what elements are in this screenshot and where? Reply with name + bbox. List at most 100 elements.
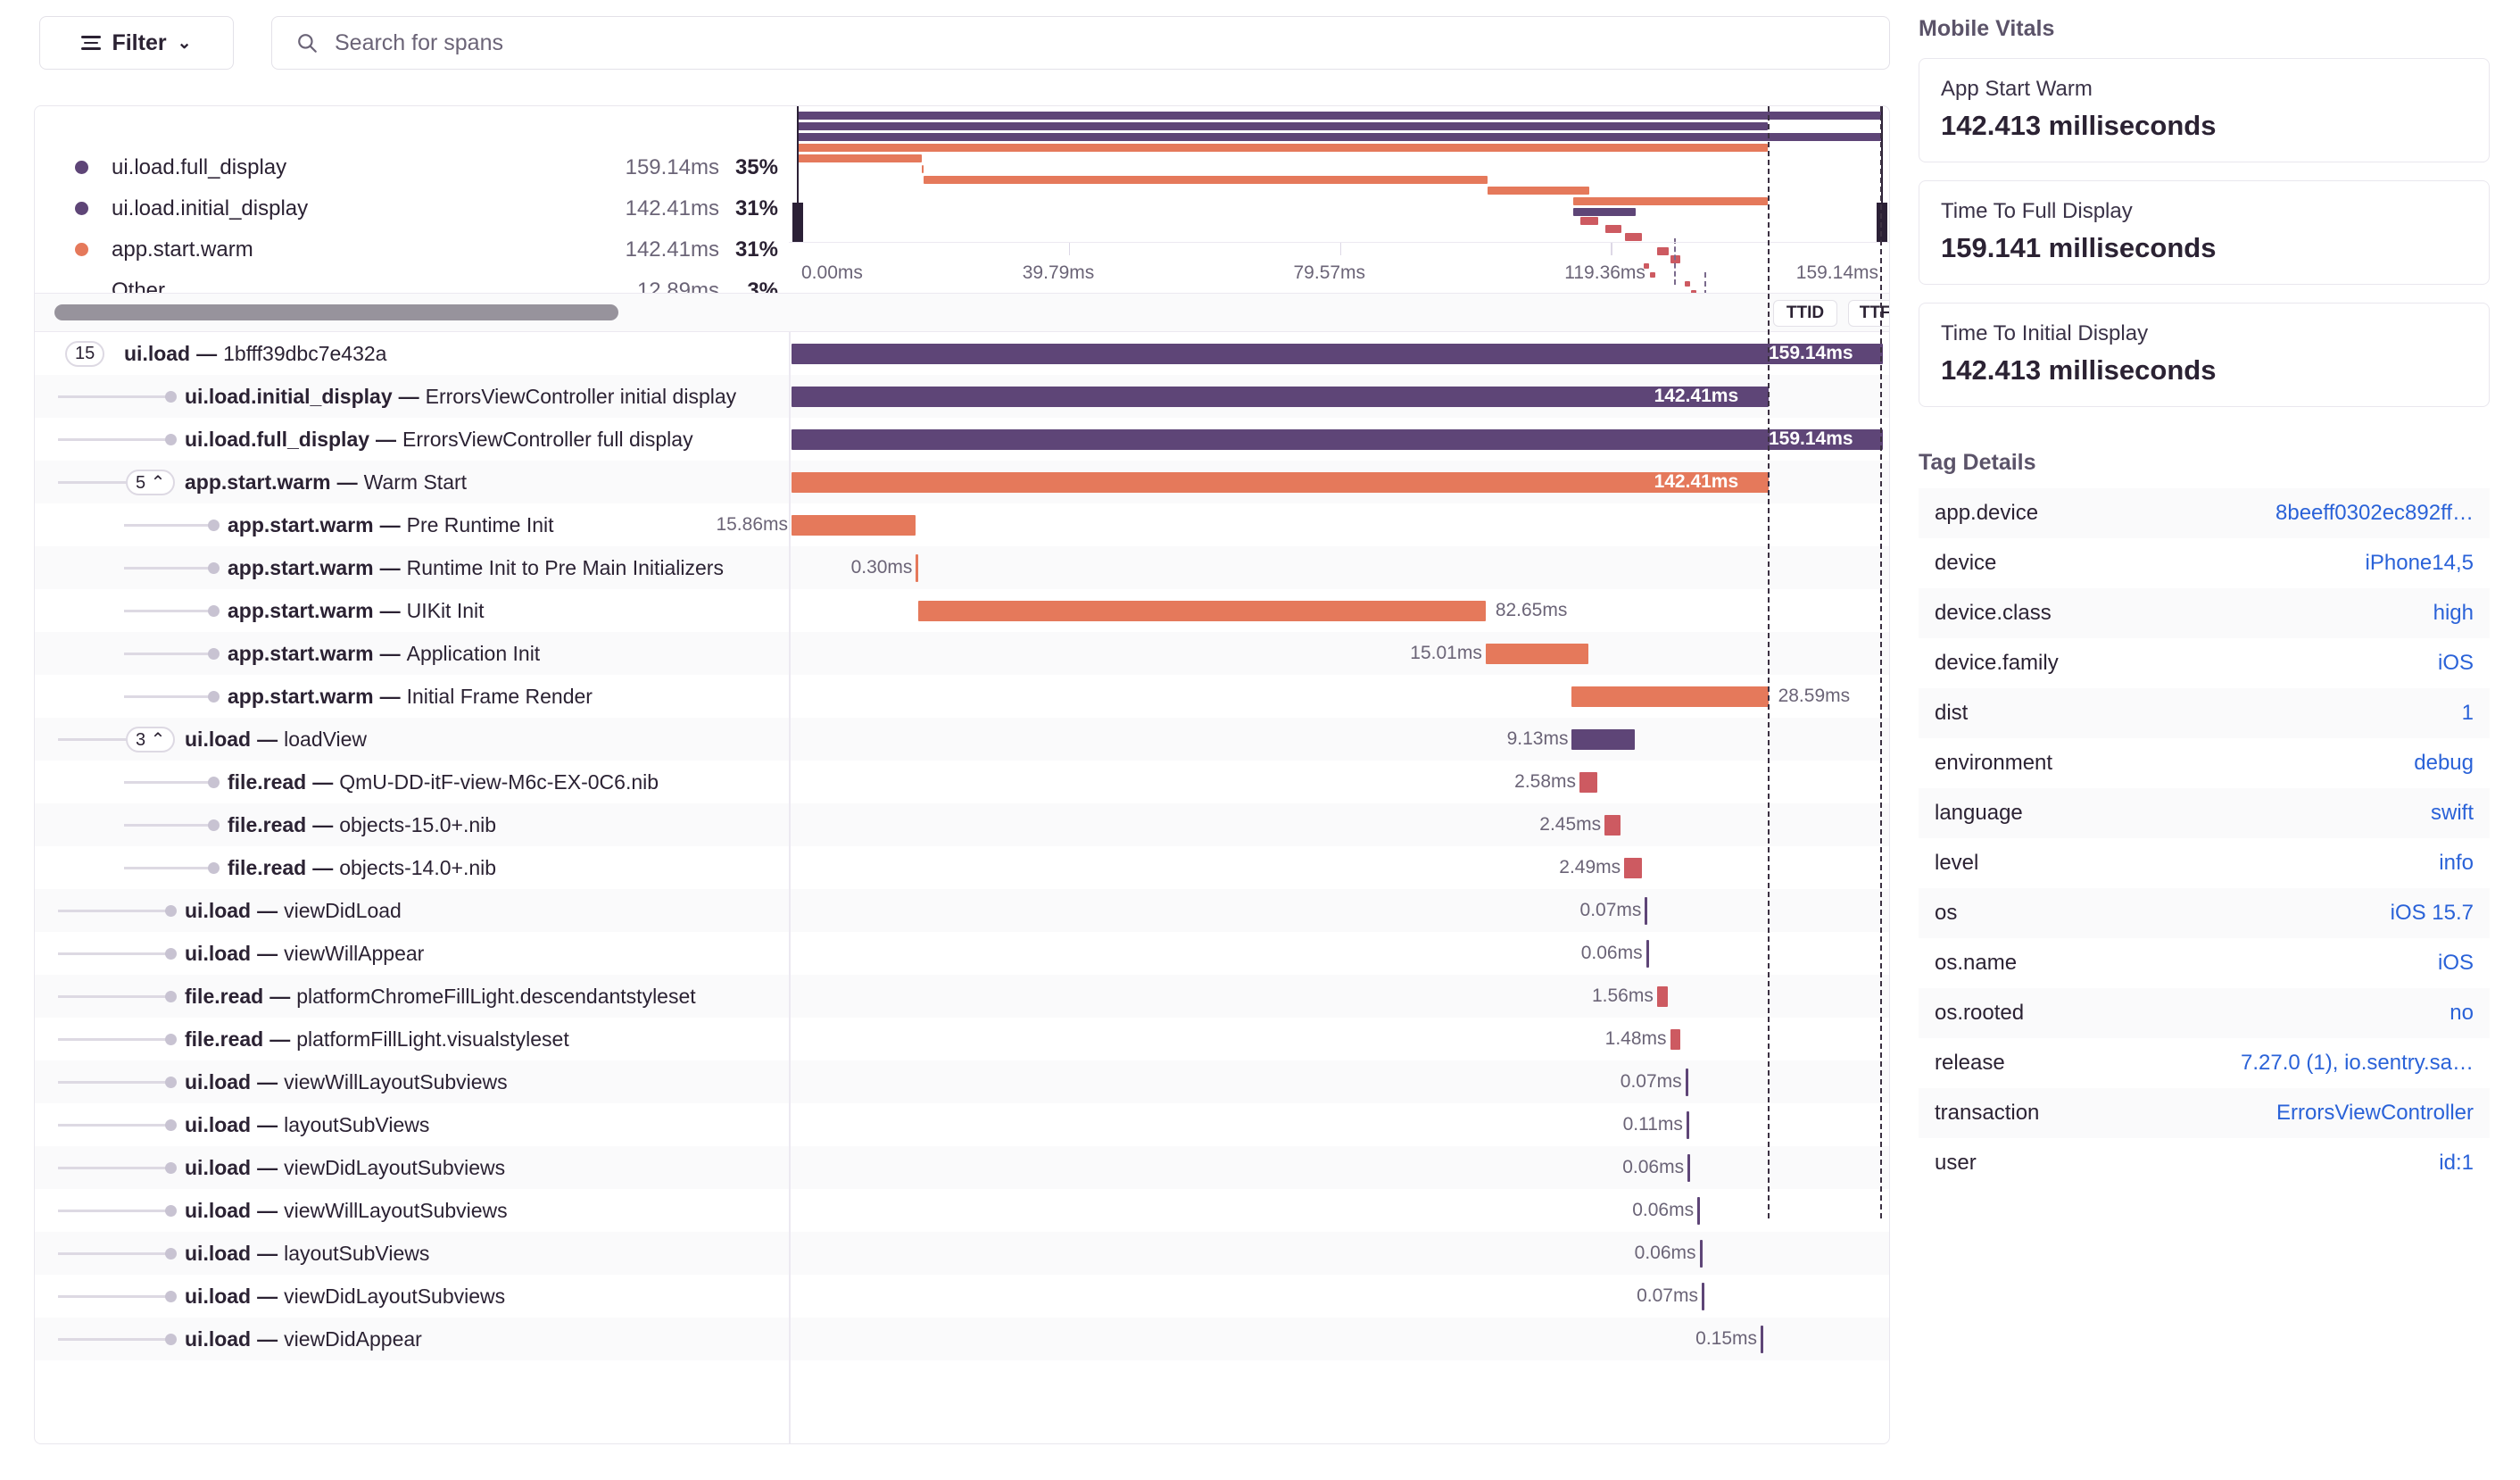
span-duration-bar[interactable] xyxy=(916,554,919,582)
tag-value[interactable]: swift xyxy=(2431,801,2474,825)
span-row[interactable]: ui.load — viewWillLayoutSubviews 0.06ms xyxy=(35,1189,1889,1232)
span-duration-bar[interactable] xyxy=(1579,772,1597,793)
span-duration-bar[interactable] xyxy=(1624,858,1642,878)
span-row-bar-cell[interactable]: 2.49ms xyxy=(789,846,1889,889)
span-row-bar-cell[interactable]: 0.06ms xyxy=(789,932,1889,975)
span-row[interactable]: ui.load.initial_display — ErrorsViewContro… xyxy=(35,375,1889,418)
span-row-bar-cell[interactable]: 1.56ms xyxy=(789,975,1889,1018)
span-row[interactable]: app.start.warm — Application Init 15.01ms xyxy=(35,632,1889,675)
span-duration-bar[interactable] xyxy=(1656,986,1669,1007)
span-row-bar-cell[interactable]: 2.58ms xyxy=(789,761,1889,803)
span-row-label-cell[interactable]: 15 ui.load —1bfff39dbc7e432a xyxy=(35,332,789,375)
span-row-label-cell[interactable]: file.read — platformFillLight.visualstyles… xyxy=(35,1018,789,1060)
span-row[interactable]: ui.load — viewDidLayoutSubviews 0.07ms xyxy=(35,1275,1889,1318)
span-row[interactable]: ui.load — viewDidLoad 0.07ms xyxy=(35,889,1889,932)
span-row[interactable]: file.read — objects-14.0+.nib 2.49ms xyxy=(35,846,1889,889)
span-row[interactable]: ui.load — viewWillAppear 0.06ms xyxy=(35,932,1889,975)
ttid-marker-badge[interactable]: TTID xyxy=(1773,300,1837,327)
span-row[interactable]: 15 ui.load —1bfff39dbc7e432a 159.14ms xyxy=(35,332,1889,375)
span-row[interactable]: file.read — objects-15.0+.nib 2.45ms xyxy=(35,803,1889,846)
ttfd-marker-badge[interactable]: TTFD xyxy=(1848,300,1889,327)
span-row-bar-cell[interactable]: 0.30ms xyxy=(789,546,1889,589)
tag-value[interactable]: 8beeff0302ec892ff… xyxy=(2275,501,2474,525)
span-row[interactable]: file.read — QmU-DD-itF-view-M6c-EX-0C6.nib… xyxy=(35,761,1889,803)
span-row-label-cell[interactable]: 3 ⌃ ui.load — loadView xyxy=(35,718,789,761)
span-row-label-cell[interactable]: ui.load — layoutSubViews xyxy=(35,1232,789,1275)
span-duration-bar[interactable] xyxy=(917,601,1486,621)
span-row-label-cell[interactable]: ui.load — viewDidAppear xyxy=(35,1318,789,1360)
span-duration-bar[interactable] xyxy=(792,344,1883,364)
tag-value[interactable]: 1 xyxy=(2461,701,2474,725)
span-duration-bar[interactable] xyxy=(1571,729,1636,750)
span-duration-bar[interactable] xyxy=(1697,1197,1701,1225)
span-row[interactable]: 5 ⌃ app.start.warm — Warm Start 142.41ms xyxy=(35,461,1889,503)
span-row-bar-cell[interactable]: 2.45ms xyxy=(789,803,1889,846)
span-row-label-cell[interactable]: file.read — objects-14.0+.nib xyxy=(35,846,789,889)
span-duration-bar[interactable] xyxy=(792,515,916,536)
span-row[interactable]: 3 ⌃ ui.load — loadView 9.13ms xyxy=(35,718,1889,761)
span-duration-bar[interactable] xyxy=(1670,1029,1680,1050)
span-row[interactable]: ui.load — viewWillLayoutSubviews 0.07ms xyxy=(35,1060,1889,1103)
horizontal-scroll-track[interactable] xyxy=(35,294,789,331)
tag-value[interactable]: high xyxy=(2433,601,2474,625)
span-duration-bar[interactable] xyxy=(792,387,1769,407)
horizontal-scrollbar-thumb[interactable] xyxy=(54,304,618,320)
legend-row[interactable]: app.start.warm 142.41ms 31% xyxy=(35,235,789,264)
span-row-label-cell[interactable]: file.read — platformChromeFillLight.descen… xyxy=(35,975,789,1018)
span-row-bar-cell[interactable]: 0.11ms xyxy=(789,1103,1889,1146)
search-input[interactable]: Search for spans xyxy=(271,16,1890,70)
tag-value[interactable]: info xyxy=(2439,851,2474,875)
span-row-label-cell[interactable]: ui.load.full_display — ErrorsViewControlle… xyxy=(35,418,789,461)
span-duration-bar[interactable] xyxy=(1699,1240,1703,1268)
minimap-drag-handle-left[interactable] xyxy=(792,203,803,242)
span-row[interactable]: ui.load — viewDidLayoutSubviews 0.06ms xyxy=(35,1146,1889,1189)
minimap-drag-handle-right[interactable] xyxy=(1877,203,1887,242)
tag-value[interactable]: iOS xyxy=(2437,651,2474,675)
span-row-label-cell[interactable]: app.start.warm — Pre Runtime Init xyxy=(35,503,789,546)
span-row-bar-cell[interactable]: 82.65ms xyxy=(789,589,1889,632)
span-row-label-cell[interactable]: 5 ⌃ app.start.warm — Warm Start xyxy=(35,461,789,503)
span-row-bar-cell[interactable]: 159.14ms xyxy=(789,332,1889,375)
span-row-bar-cell[interactable]: 0.06ms xyxy=(789,1146,1889,1189)
span-row-bar-cell[interactable]: 0.06ms xyxy=(789,1189,1889,1232)
span-row-label-cell[interactable]: ui.load — layoutSubViews xyxy=(35,1103,789,1146)
tag-value[interactable]: ErrorsViewController xyxy=(2276,1101,2474,1125)
span-row[interactable]: file.read — platformChromeFillLight.descen… xyxy=(35,975,1889,1018)
span-row-bar-cell[interactable]: 28.59ms xyxy=(789,675,1889,718)
tag-value[interactable]: id:1 xyxy=(2439,1151,2474,1175)
span-row[interactable]: file.read — platformFillLight.visualstyles… xyxy=(35,1018,1889,1060)
span-row-label-cell[interactable]: ui.load — viewDidLayoutSubviews xyxy=(35,1275,789,1318)
span-row-label-cell[interactable]: ui.load.initial_display — ErrorsViewContro… xyxy=(35,375,789,418)
legend-row[interactable]: ui.load.full_display 159.14ms 35% xyxy=(35,153,789,182)
span-row-bar-cell[interactable]: 15.01ms xyxy=(789,632,1889,675)
span-duration-bar[interactable] xyxy=(792,472,1769,493)
span-row-label-cell[interactable]: app.start.warm — UIKit Init xyxy=(35,589,789,632)
span-row-bar-cell[interactable]: 142.41ms xyxy=(789,375,1889,418)
span-row[interactable]: ui.load — layoutSubViews 0.11ms xyxy=(35,1103,1889,1146)
span-duration-bar[interactable] xyxy=(1761,1326,1764,1353)
span-row-bar-cell[interactable]: 1.48ms xyxy=(789,1018,1889,1060)
filter-button[interactable]: Filter ⌄ xyxy=(39,16,234,70)
legend-row[interactable]: ui.load.initial_display 142.41ms 31% xyxy=(35,194,789,223)
span-duration-bar[interactable] xyxy=(1685,1068,1688,1096)
span-row-label-cell[interactable]: app.start.warm — Runtime Init to Pre Main … xyxy=(35,546,789,589)
span-row-bar-cell[interactable]: 15.86ms xyxy=(716,503,1889,546)
span-duration-bar[interactable] xyxy=(1571,686,1769,707)
span-duration-bar[interactable] xyxy=(1686,1111,1689,1139)
span-row-label-cell[interactable]: app.start.warm — Application Init xyxy=(35,632,789,675)
span-row-bar-cell[interactable]: 0.06ms xyxy=(789,1232,1889,1275)
trace-minimap[interactable] xyxy=(789,106,1889,313)
span-row[interactable]: app.start.warm — UIKit Init 82.65ms xyxy=(35,589,1889,632)
span-row-label-cell[interactable]: ui.load — viewWillAppear xyxy=(35,932,789,975)
tag-value[interactable]: debug xyxy=(2414,751,2474,775)
tag-value[interactable]: 7.27.0 (1), io.sentry.sa… xyxy=(2241,1051,2474,1075)
child-count-toggle[interactable]: 3 ⌃ xyxy=(126,727,176,752)
span-row-bar-cell[interactable]: 9.13ms xyxy=(789,718,1889,761)
span-duration-bar[interactable] xyxy=(1687,1154,1691,1182)
span-row-bar-cell[interactable]: 0.07ms xyxy=(789,1060,1889,1103)
span-row-label-cell[interactable]: app.start.warm — Initial Frame Render xyxy=(35,675,789,718)
span-duration-bar[interactable] xyxy=(792,429,1883,450)
span-row-bar-cell[interactable]: 0.07ms xyxy=(789,1275,1889,1318)
span-row[interactable]: app.start.warm — Pre Runtime Init 15.86ms xyxy=(35,503,1889,546)
span-row-bar-cell[interactable]: 0.07ms xyxy=(789,889,1889,932)
